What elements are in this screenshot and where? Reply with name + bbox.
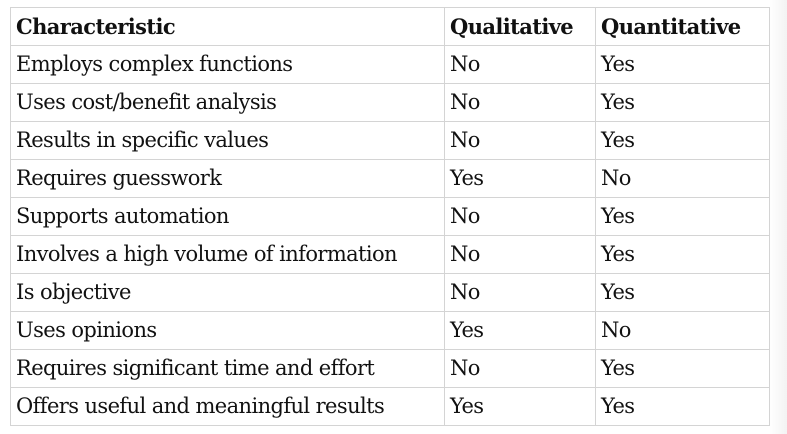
quantitative-cell: Yes: [595, 121, 770, 160]
header-quantitative: Quantitative: [595, 7, 770, 46]
qualitative-cell: No: [444, 273, 596, 312]
qualitative-cell: No: [444, 235, 596, 274]
quantitative-cell: Yes: [595, 45, 770, 84]
quantitative-cell: Yes: [595, 349, 770, 388]
qualitative-cell: Yes: [444, 311, 596, 350]
characteristic-cell: Requires significant time and effort: [10, 349, 445, 388]
quantitative-cell: No: [595, 311, 770, 350]
table-row: Supports automation No Yes: [10, 197, 770, 236]
header-qualitative: Qualitative: [444, 7, 596, 46]
characteristic-cell: Offers useful and meaningful results: [10, 387, 445, 426]
quantitative-cell: Yes: [595, 83, 770, 122]
characteristic-cell: Uses cost/benefit analysis: [10, 83, 445, 122]
characteristic-cell: Results in specific values: [10, 121, 445, 160]
comparison-table: Characteristic Qualitative Quantitative …: [10, 7, 770, 426]
table-row: Uses opinions Yes No: [10, 311, 770, 350]
qualitative-cell: Yes: [444, 159, 596, 198]
table-row: Uses cost/benefit analysis No Yes: [10, 83, 770, 122]
table-header-row: Characteristic Qualitative Quantitative: [10, 7, 770, 46]
table-row: Requires significant time and effort No …: [10, 349, 770, 388]
qualitative-cell: No: [444, 121, 596, 160]
quantitative-cell: Yes: [595, 197, 770, 236]
qualitative-cell: Yes: [444, 387, 596, 426]
table-row: Results in specific values No Yes: [10, 121, 770, 160]
quantitative-cell: Yes: [595, 235, 770, 274]
qualitative-cell: No: [444, 83, 596, 122]
quantitative-cell: Yes: [595, 387, 770, 426]
table-row: Is objective No Yes: [10, 273, 770, 312]
table-row: Offers useful and meaningful results Yes…: [10, 387, 770, 426]
qualitative-cell: No: [444, 45, 596, 84]
quantitative-cell: Yes: [595, 273, 770, 312]
characteristic-cell: Employs complex functions: [10, 45, 445, 84]
table-row: Requires guesswork Yes No: [10, 159, 770, 198]
characteristic-cell: Requires guesswork: [10, 159, 445, 198]
quantitative-cell: No: [595, 159, 770, 198]
qualitative-cell: No: [444, 349, 596, 388]
header-characteristic: Characteristic: [10, 7, 445, 46]
qualitative-cell: No: [444, 197, 596, 236]
table-row: Involves a high volume of information No…: [10, 235, 770, 274]
table-row: Employs complex functions No Yes: [10, 45, 770, 84]
characteristic-cell: Is objective: [10, 273, 445, 312]
characteristic-cell: Uses opinions: [10, 311, 445, 350]
edge-shadow: [770, 0, 787, 434]
characteristic-cell: Involves a high volume of information: [10, 235, 445, 274]
characteristic-cell: Supports automation: [10, 197, 445, 236]
